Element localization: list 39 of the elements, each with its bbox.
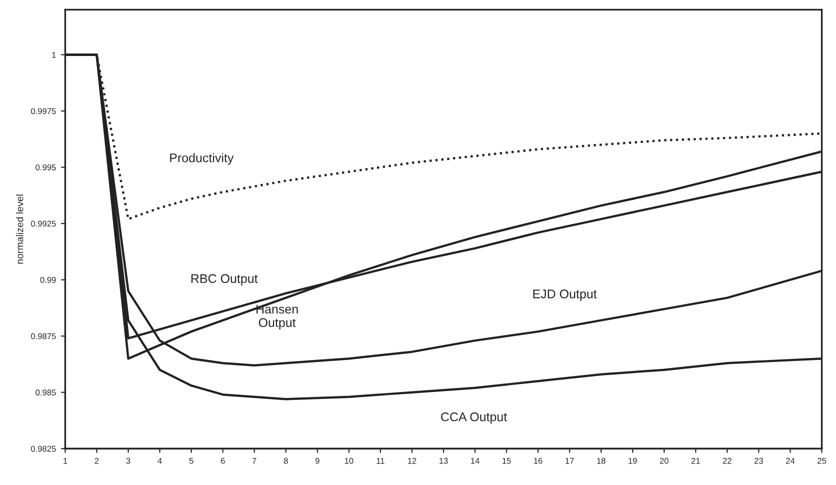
x-tick-label: 3 (126, 458, 130, 464)
x-tick-label: 8 (284, 458, 288, 464)
y-tick-label: 0.9925 (31, 220, 56, 227)
x-tick-label: 20 (660, 458, 668, 464)
x-tick-label: 25 (818, 458, 826, 464)
series-label: Hansen Output (256, 304, 298, 330)
x-tick-label: 6 (220, 458, 225, 464)
x-tick-label: 23 (754, 458, 764, 464)
x-tick-label: 1 (64, 458, 68, 464)
x-tick-label: 19 (628, 458, 637, 464)
x-tick-label: 15 (502, 458, 511, 464)
x-tick-label: 22 (723, 458, 732, 464)
series-label: RBC Output (191, 274, 258, 286)
y-tick-label: 0.9975 (31, 108, 56, 114)
y-tick-label: 0.995 (36, 164, 56, 170)
x-tick-label: 17 (566, 458, 574, 464)
y-tick-label: 0.985 (36, 390, 56, 396)
x-tick-label: 14 (471, 458, 480, 464)
y-tick-label: 0.99 (40, 277, 56, 283)
y-tick-label: 0.9825 (31, 446, 56, 452)
x-tick-label: 2 (94, 458, 99, 464)
x-tick-label: 10 (344, 458, 354, 464)
series-label: Productivity (170, 153, 234, 165)
x-tick-label: 7 (252, 458, 256, 464)
x-tick-label: 4 (158, 458, 162, 464)
x-tick-label: 13 (440, 458, 448, 464)
y-axis-title: normalized level (16, 194, 24, 264)
x-tick-label: 11 (376, 458, 384, 464)
series-label: CCA Output (441, 412, 508, 424)
x-tick-label: 24 (786, 458, 795, 464)
x-tick-label: 18 (597, 458, 606, 464)
x-tick-label: 9 (315, 458, 320, 464)
series-label: EJD Output (533, 290, 597, 301)
x-tick-label: 21 (691, 458, 700, 464)
x-tick-label: 12 (408, 458, 416, 464)
x-tick-label: 5 (189, 458, 194, 464)
y-tick-label: 1 (52, 52, 56, 58)
y-tick-label: 0.9875 (31, 333, 56, 340)
x-tick-label: 16 (534, 458, 542, 464)
